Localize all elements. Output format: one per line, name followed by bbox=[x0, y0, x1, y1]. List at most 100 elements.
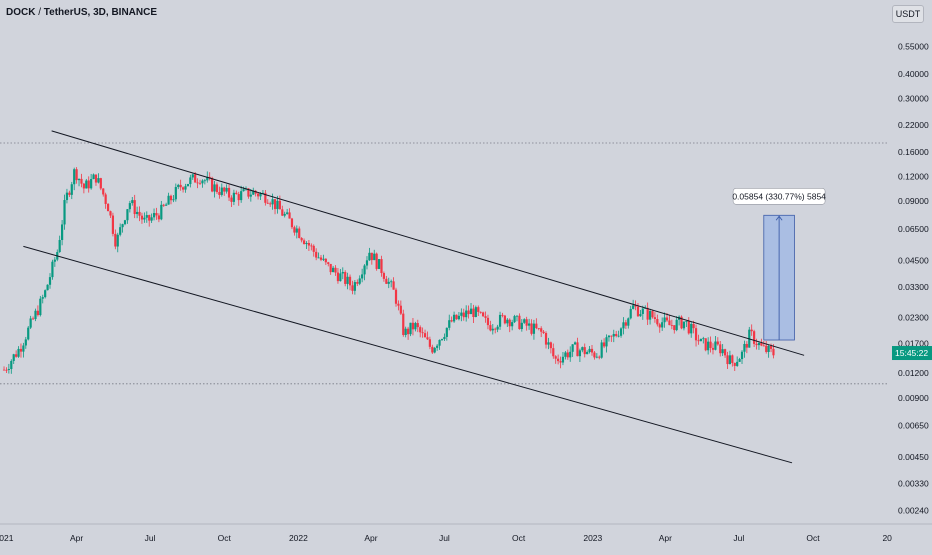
candle bbox=[150, 213, 153, 223]
candle-body bbox=[707, 341, 710, 351]
candle-body bbox=[109, 211, 112, 216]
candle bbox=[5, 367, 8, 374]
symbol-separator: / bbox=[35, 7, 44, 18]
x-tick-label: 2023 bbox=[583, 533, 602, 543]
candle bbox=[745, 341, 748, 354]
candle-body bbox=[51, 261, 54, 278]
candle-body bbox=[697, 340, 700, 342]
x-tick-label: 20 bbox=[882, 533, 892, 543]
candle bbox=[612, 329, 615, 343]
candle bbox=[143, 212, 146, 223]
candle bbox=[264, 190, 267, 206]
candle-body bbox=[607, 335, 611, 338]
candle bbox=[68, 190, 71, 198]
candle-body bbox=[356, 282, 359, 284]
candle-body bbox=[390, 281, 393, 283]
candle-body bbox=[772, 348, 775, 356]
candle bbox=[462, 308, 465, 321]
candle-body bbox=[90, 179, 93, 189]
candle bbox=[678, 315, 681, 326]
candle bbox=[736, 356, 739, 367]
candle-body bbox=[286, 212, 289, 214]
candle bbox=[557, 354, 560, 365]
candle bbox=[687, 317, 690, 335]
candle-body bbox=[344, 272, 347, 284]
candle-body bbox=[452, 314, 456, 322]
candle bbox=[399, 300, 402, 316]
candle bbox=[709, 336, 712, 353]
candle bbox=[564, 350, 567, 360]
candle-body bbox=[41, 297, 44, 299]
candle bbox=[407, 326, 410, 340]
candle bbox=[590, 344, 594, 356]
candle bbox=[97, 173, 100, 184]
candle bbox=[278, 195, 281, 210]
candle bbox=[433, 346, 436, 354]
y-tick-label: 0.12000 bbox=[898, 172, 929, 182]
candle bbox=[288, 208, 291, 219]
candle-body bbox=[583, 347, 586, 355]
candle-body bbox=[261, 192, 265, 194]
candle-body bbox=[94, 174, 98, 183]
candle bbox=[525, 316, 528, 331]
candle-body bbox=[169, 195, 173, 201]
candle-body bbox=[658, 324, 661, 328]
candle bbox=[581, 346, 584, 353]
candle-body bbox=[743, 343, 746, 352]
candle-body bbox=[402, 313, 405, 335]
candle bbox=[506, 318, 509, 327]
candle-body bbox=[610, 335, 613, 337]
candle-body bbox=[535, 323, 538, 329]
candle bbox=[748, 326, 751, 348]
candle bbox=[530, 319, 533, 336]
candle bbox=[300, 237, 303, 243]
candle-body bbox=[237, 194, 240, 201]
candle bbox=[668, 314, 671, 326]
candle-body bbox=[157, 215, 160, 220]
candle bbox=[566, 349, 569, 360]
candle-body bbox=[189, 177, 192, 185]
candle-body bbox=[87, 180, 90, 189]
candle bbox=[702, 336, 705, 344]
candle-body bbox=[445, 327, 448, 337]
candle-body bbox=[140, 215, 144, 220]
candle-body bbox=[165, 204, 168, 206]
y-tick-label: 0.22000 bbox=[898, 120, 929, 130]
candle bbox=[82, 182, 85, 194]
candle-body bbox=[361, 274, 364, 279]
candle bbox=[80, 173, 83, 188]
candle-body bbox=[515, 315, 519, 317]
candle-body bbox=[602, 342, 606, 347]
candle-body bbox=[73, 169, 76, 185]
candle-body bbox=[593, 352, 596, 358]
candle bbox=[201, 179, 204, 188]
candle bbox=[615, 330, 618, 338]
candle-body bbox=[629, 308, 632, 319]
candle-body bbox=[339, 273, 342, 282]
candle-body bbox=[428, 339, 431, 347]
candle bbox=[148, 214, 151, 227]
candle bbox=[315, 248, 318, 261]
candle-body bbox=[123, 220, 127, 225]
candle-body bbox=[358, 278, 361, 284]
candle-body bbox=[399, 305, 402, 314]
candle bbox=[121, 223, 124, 233]
candle-body bbox=[12, 354, 15, 361]
candle bbox=[656, 314, 659, 327]
candle bbox=[283, 211, 286, 218]
candle bbox=[256, 192, 260, 200]
candle-body bbox=[152, 213, 156, 218]
candle-body bbox=[414, 323, 417, 330]
candle-body bbox=[53, 259, 56, 262]
candle bbox=[232, 189, 235, 206]
candle-body bbox=[48, 277, 52, 285]
candle bbox=[561, 352, 565, 366]
candle bbox=[436, 344, 439, 351]
candle-body bbox=[520, 322, 523, 330]
currency-button[interactable]: USDT bbox=[892, 5, 924, 23]
candle bbox=[157, 213, 160, 223]
candle-body bbox=[566, 352, 569, 358]
